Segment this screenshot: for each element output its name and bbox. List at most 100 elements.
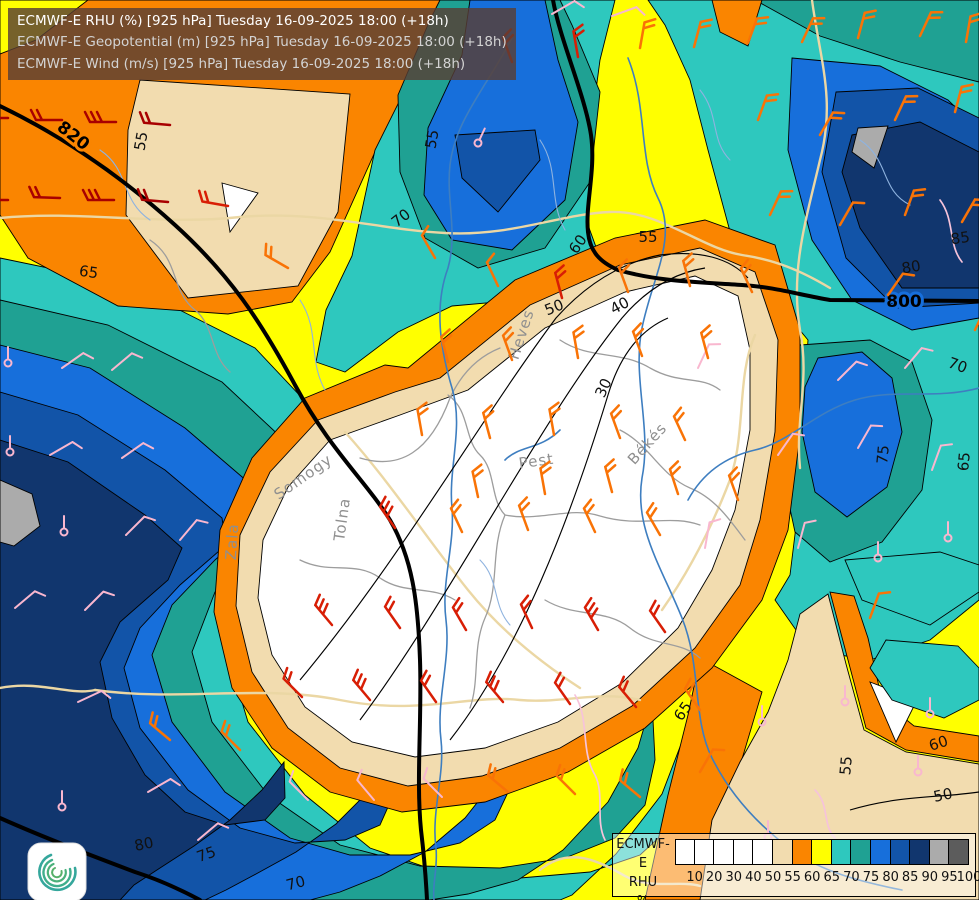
legend-swatch: [890, 839, 911, 865]
rh-contour-label: 50: [542, 295, 566, 319]
legend-tick: 60: [803, 870, 821, 885]
wind-barb-icon: [777, 432, 805, 456]
wind-barb-icon: [121, 442, 155, 459]
legend-tick: 80: [882, 870, 899, 885]
legend-tick: 65: [823, 870, 841, 885]
wind-barb-icon: [449, 498, 464, 534]
wind-barb-icon: [604, 458, 617, 494]
legend-model: ECMWF-E: [616, 837, 670, 871]
wind-barb-icon: [539, 460, 552, 496]
wind-barb-icon: [918, 10, 944, 38]
wind-barb-icon: [757, 705, 767, 727]
rh-contour-label: 80: [900, 257, 922, 278]
wind-barb-icon: [554, 264, 567, 300]
wind-barb-icon: [485, 252, 500, 288]
legend-tick: 55: [784, 870, 801, 885]
wind-barb-icon: [264, 242, 290, 270]
legend-tick: 100: [956, 870, 979, 885]
rh-contour-label: 70: [946, 354, 970, 377]
wind-barb-icon: [913, 755, 923, 777]
rh-contour-label: 85: [950, 228, 971, 248]
wind-barb-icon: [136, 188, 170, 204]
wind-barb-icon: [485, 670, 505, 704]
wind-barb-icon: [383, 595, 402, 630]
wind-barb-icon: [220, 719, 242, 752]
wind-barb-icon: [197, 822, 230, 841]
wind-barb-icon: [473, 127, 486, 148]
rh-region-blue2-topcenter: [454, 129, 541, 213]
wind-barb-icon: [519, 594, 534, 630]
wind-barb-icon: [148, 711, 172, 742]
legend-tick: 50: [764, 870, 782, 885]
wind-barb-icon: [618, 675, 638, 709]
wind-barb-icon: [288, 770, 309, 801]
wind-barb-icon: [697, 343, 722, 369]
wind-barb-icon: [893, 94, 919, 122]
rh-contour-label: 55: [836, 755, 856, 776]
rh-region-blue-east: [801, 351, 903, 518]
title-line-wind: ECMWF-E Wind (m/s) [925 hPa] Tuesday 16-…: [17, 55, 466, 72]
wind-barb-icon: [886, 272, 916, 297]
pink-boundary-lines: [574, 199, 963, 841]
wind-barb-icon: [125, 515, 156, 536]
wind-barb-icon: [583, 596, 600, 632]
wind-barb-icon: [797, 519, 817, 549]
wind-barb-icon: [648, 599, 667, 634]
legend-swatch: [753, 839, 773, 865]
wind-barb-icon: [700, 324, 713, 360]
legend-swatch: [792, 839, 813, 865]
rh-contour-label: 50: [932, 784, 954, 806]
wind-barb-icon: [692, 18, 713, 49]
rh-region-orange-topwedge: [711, 0, 763, 47]
county-border-lines: [149, 239, 746, 709]
legend-swatch: [831, 839, 852, 865]
wind-barb-icon: [81, 188, 116, 202]
wind-barb-icon: [57, 790, 67, 812]
wind-barb-icon: [904, 347, 934, 369]
wind-barb-icon: [486, 763, 510, 794]
legend-tick: 75: [862, 870, 880, 885]
wind-barb-icon: [29, 108, 64, 122]
legend-label: ECMWF-E RHU %: [613, 836, 673, 900]
wind-barb-icon: [0, 188, 10, 202]
rh-contour-label: 55: [638, 228, 657, 246]
rh-contour-label: 60: [927, 732, 951, 755]
wind-barb-icon: [61, 352, 95, 369]
wind-barb-icon: [419, 669, 438, 704]
wind-barb-icon: [420, 224, 437, 260]
rh-contour-label: 65: [78, 262, 99, 282]
legend-variable: RHU: [628, 874, 658, 890]
legend-swatch: [851, 839, 871, 865]
wind-barb-icon: [973, 304, 979, 332]
weather-service-logo-icon[interactable]: [27, 842, 87, 900]
rh-region-white-topleft: [221, 182, 259, 234]
wind-barb-icon: [582, 498, 597, 534]
road-lines: [0, 0, 832, 888]
wind-barb-icon: [800, 16, 826, 44]
wind-barb-icon: [555, 763, 577, 796]
wind-barb-icon: [704, 518, 722, 549]
wind-barb-icon: [746, 16, 770, 45]
legend-unit: %: [613, 893, 673, 900]
legend-swatch: [910, 839, 930, 865]
rh-contour-label: 75: [194, 843, 218, 866]
wind-barb-icon: [682, 252, 695, 288]
wind-barb-icon: [422, 767, 443, 798]
title-line-rhu: ECMWF-E RHU (%) [925 hPa] Tuesday 16-09-…: [17, 13, 449, 29]
wind-barb-icon: [451, 596, 468, 632]
wind-barb-icon: [14, 590, 47, 609]
wind-barb-icon: [609, 404, 623, 440]
wind-barb-icon: [138, 111, 172, 127]
rh-region-teal-se-a: [844, 551, 979, 626]
wind-barb-icon: [953, 83, 974, 114]
wind-barb-icon: [501, 326, 515, 362]
wind-barb-icon: [77, 690, 112, 703]
wind-barb-icon: [645, 501, 662, 537]
county-label: Zala: [222, 523, 243, 561]
wind-barb-icon: [672, 406, 687, 442]
wind-barb-icon: [818, 111, 846, 137]
rh-contour-label: 65: [954, 451, 974, 472]
geopotential-label: 800: [886, 292, 922, 312]
